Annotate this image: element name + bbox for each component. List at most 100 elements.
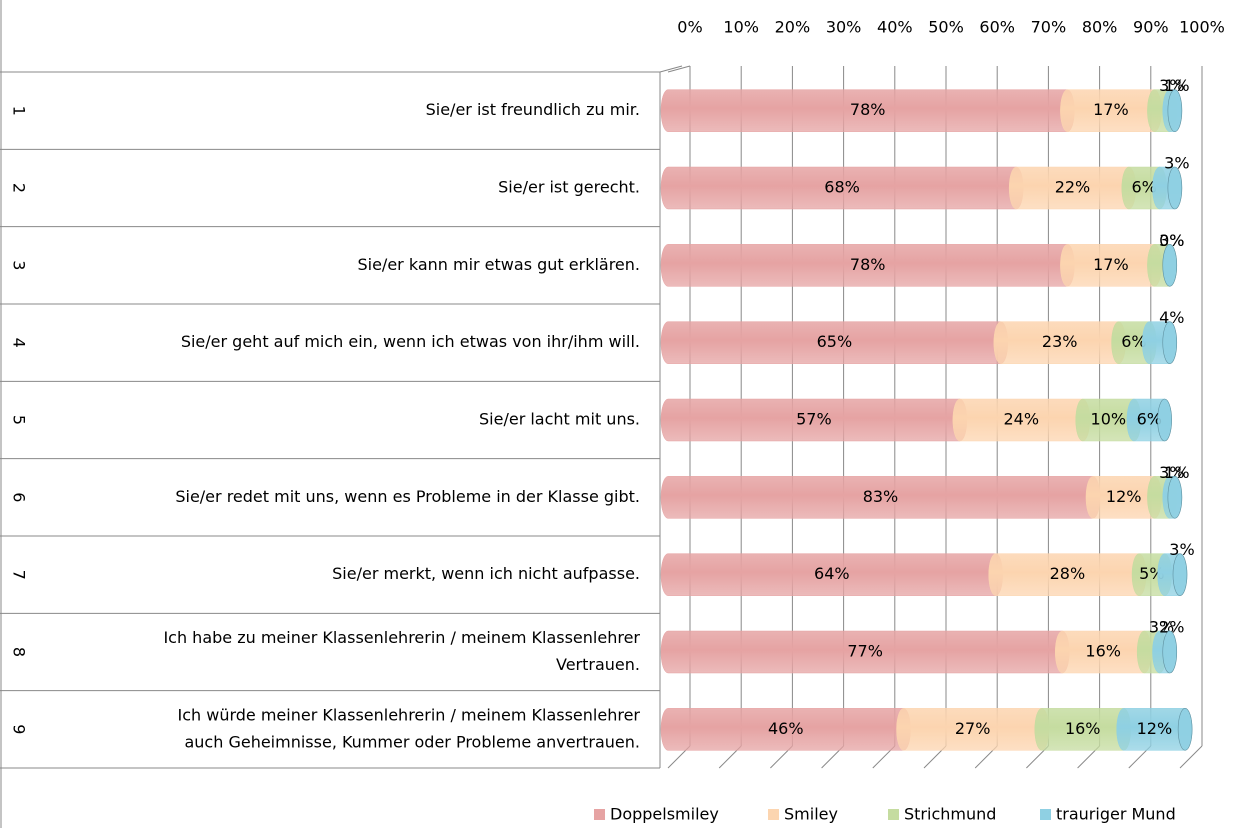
x-tick-label: 10% (723, 18, 759, 37)
category-label: Sie/er ist gerecht. (498, 178, 640, 197)
data-label: 77% (847, 642, 883, 661)
bar-end-cap (1157, 398, 1172, 442)
bar-body-base (661, 631, 1070, 673)
bar-end-cap (1167, 166, 1183, 210)
bar-segment (1034, 708, 1131, 751)
bar-segment (660, 321, 1009, 364)
bar-end-cap (1162, 630, 1178, 674)
data-label: 3% (1159, 463, 1184, 482)
bar-body-base (1060, 89, 1162, 132)
bar-end-cap (1162, 321, 1178, 364)
data-label: 1% (1164, 76, 1189, 95)
data-label: 57% (796, 410, 832, 429)
category-number: 7 (10, 570, 29, 580)
category-label: Sie/er geht auf mich ein, wenn ich etwas… (181, 332, 640, 351)
data-label: 3% (1164, 154, 1189, 173)
x-tick-label: 100% (1179, 18, 1225, 37)
floor-line (1179, 745, 1203, 769)
category-label: Vertrauen. (556, 655, 640, 674)
x-tick-label: 80% (1082, 18, 1118, 37)
bar-segment (660, 398, 968, 442)
legend-label: Smiley (784, 805, 838, 824)
data-label: 83% (863, 487, 899, 506)
data-label: 16% (1065, 719, 1101, 738)
bar-segment (993, 321, 1126, 364)
data-label: 3% (1159, 231, 1184, 250)
bar-segment (660, 553, 1003, 596)
bar-segment (1085, 476, 1162, 519)
data-label: 78% (850, 100, 886, 119)
category-number: 6 (10, 492, 29, 502)
category-number: 3 (10, 260, 29, 270)
bar-end-cap (1167, 89, 1183, 132)
data-label: 27% (955, 719, 991, 738)
category-number: 5 (10, 415, 29, 425)
x-tick-label: 30% (826, 18, 862, 37)
bar-body-base (952, 399, 1090, 441)
category-number: 9 (10, 724, 29, 734)
bar-body-base (661, 399, 967, 441)
bar-end-cap (1162, 244, 1178, 287)
bar-segment (1116, 708, 1193, 751)
bar-body-base (661, 167, 1024, 209)
data-label: 12% (1106, 487, 1142, 506)
category-number: 1 (10, 106, 29, 116)
plot-left-top (659, 65, 683, 73)
bar-body-base (1075, 399, 1141, 441)
bar-segment (952, 398, 1090, 442)
data-label: 6% (1121, 332, 1146, 351)
bar-segment (1060, 89, 1162, 132)
bar-body-base (661, 321, 1008, 364)
data-label: 6% (1137, 410, 1162, 429)
data-label: 24% (1003, 410, 1039, 429)
bar-body-base (661, 708, 911, 751)
category-label: Sie/er redet mit uns, wenn es Probleme i… (175, 487, 640, 506)
category-number: 2 (10, 183, 29, 193)
bar-segment (988, 553, 1147, 596)
bar-body-base (661, 89, 1075, 132)
legend-swatch (1040, 809, 1051, 820)
category-label: Sie/er ist freundlich zu mir. (426, 100, 640, 119)
data-label: 3% (1169, 540, 1194, 559)
x-tick-label: 0% (677, 18, 702, 37)
category-label: Ich habe zu meiner Klassenlehrerin / mei… (163, 628, 640, 647)
category-label: Ich würde meiner Klassenlehrerin / meine… (177, 705, 640, 724)
bar-body-base (896, 708, 1049, 751)
bar-body-base (661, 553, 1003, 596)
x-tick-label: 40% (877, 18, 913, 37)
category-label: Sie/er kann mir etwas gut erklären. (357, 255, 640, 274)
bar-end-cap (1177, 708, 1193, 751)
legend-swatch (888, 809, 899, 820)
data-label: 17% (1093, 100, 1129, 119)
category-label: Sie/er lacht mit uns. (479, 410, 640, 429)
bar-body-base (988, 553, 1147, 596)
data-label: 28% (1050, 564, 1086, 583)
bar-body-base (661, 244, 1075, 287)
bar-segment (660, 166, 1024, 210)
category-label: Sie/er merkt, wenn ich nicht aufpasse. (332, 564, 640, 583)
bar-body-base (1085, 476, 1162, 519)
x-tick-label: 70% (1031, 18, 1067, 37)
bar-segment (1008, 166, 1137, 210)
bar-body-base (1060, 244, 1162, 287)
bar-body-base (1055, 631, 1152, 673)
bar-segment (660, 708, 911, 751)
bar-body-base (993, 321, 1126, 364)
data-label: 46% (768, 719, 804, 738)
bar-segment (660, 244, 1075, 287)
bar-end-cap (1167, 476, 1183, 519)
category-number: 4 (10, 338, 29, 348)
bar-body-base (661, 476, 1100, 519)
category-label: auch Geheimnisse, Kummer oder Probleme a… (184, 732, 640, 751)
data-label: 6% (1131, 178, 1156, 197)
data-label: 3% (1159, 76, 1184, 95)
back-wall-left (667, 65, 691, 73)
data-label: 22% (1055, 178, 1091, 197)
x-tick-label: 50% (928, 18, 964, 37)
category-number: 8 (10, 647, 29, 657)
x-tick-label: 90% (1133, 18, 1169, 37)
legend-swatch (768, 809, 779, 820)
data-label: 2% (1159, 618, 1184, 637)
legend-label: Doppelsmiley (610, 805, 719, 824)
